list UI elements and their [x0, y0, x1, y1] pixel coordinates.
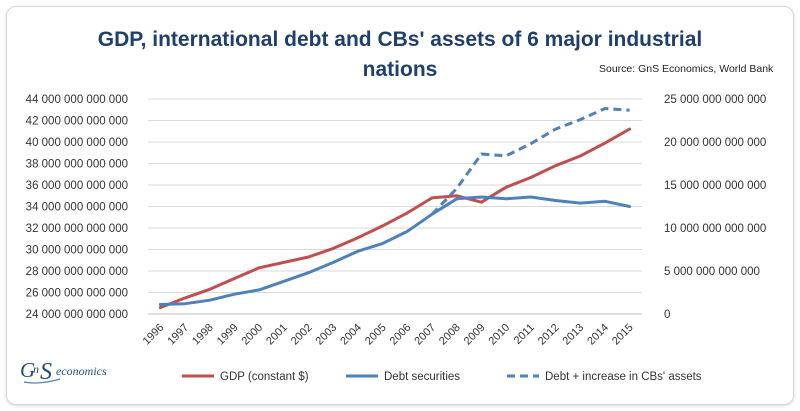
left-axis-tick-label: 44 000 000 000 000	[26, 94, 128, 106]
right-axis-tick-label: 15 000 000 000 000	[664, 180, 766, 192]
x-axis-tick-label: 2000	[239, 322, 265, 348]
chart-frame	[6, 6, 794, 405]
x-axis-tick-label: 1998	[190, 322, 216, 348]
left-axis-tick-label: 24 000 000 000 000	[26, 309, 128, 321]
left-axis-ticks: 24 000 000 000 000 26 000 000 000 000 28 0…	[26, 94, 128, 321]
left-axis-tick-label: 32 000 000 000 000	[26, 223, 128, 235]
x-axis-tick-label: 2001	[264, 322, 290, 348]
x-axis-tick-label: 2003	[314, 322, 340, 348]
left-axis-tick-label: 36 000 000 000 000	[26, 180, 128, 192]
legend: GDP (constant $) Debt securities Debt + in…	[182, 371, 702, 383]
svg-text:G: G	[20, 358, 35, 382]
right-axis-tick-label: 0	[664, 309, 670, 321]
right-axis-tick-label: 10 000 000 000 000	[664, 223, 766, 235]
left-axis-tick-label: 38 000 000 000 000	[26, 159, 128, 171]
left-axis-tick-label: 26 000 000 000 000	[26, 288, 128, 300]
x-axis-tick-label: 2014	[585, 322, 611, 348]
x-axis-tick-label: 2009	[462, 322, 488, 348]
legend-label: Debt + increase in CBs' assets	[545, 371, 702, 383]
chart-title-line2: nations	[362, 58, 438, 81]
left-axis-tick-label: 42 000 000 000 000	[26, 116, 128, 128]
x-axis-tick-label: 1999	[215, 322, 241, 348]
x-axis-tick-label: 2015	[610, 322, 636, 348]
legend-label: Debt securities	[384, 371, 460, 383]
chart-source: Source: GnS Economics, World Bank	[599, 63, 774, 75]
x-axis-tick-label: 2010	[486, 322, 512, 348]
gridlines	[148, 98, 642, 315]
x-axis-tick-label: 2011	[512, 322, 537, 347]
x-axis-tick-label: 2013	[561, 322, 587, 348]
right-axis-tick-label: 5 000 000 000 000	[664, 266, 760, 278]
x-axis-tick-label: 2007	[412, 322, 438, 348]
legend-label: GDP (constant $)	[220, 371, 309, 383]
left-axis-tick-label: 30 000 000 000 000	[26, 245, 128, 257]
svg-text:economics: economics	[56, 364, 107, 378]
series-lines	[158, 107, 632, 310]
right-axis-tick-label: 25 000 000 000 000	[664, 94, 766, 106]
x-axis-tick-label: 1997	[165, 322, 191, 348]
x-axis-ticks: 1996199719981999200020012002200320042005…	[141, 322, 636, 348]
x-axis-tick-label: 2006	[388, 322, 414, 348]
right-axis-ticks: 0 5 000 000 000 000 10 000 000 000 000 15 0…	[664, 94, 766, 321]
chart-title-line1: GDP, international debt and CBs' assets …	[97, 28, 703, 51]
x-axis-tick-label: 2012	[536, 322, 562, 348]
x-axis-tick-label: 2002	[289, 322, 315, 348]
left-axis-tick-label: 28 000 000 000 000	[26, 266, 128, 278]
x-axis-tick-label: 2004	[338, 322, 364, 348]
right-axis-tick-label: 20 000 000 000 000	[664, 137, 766, 149]
x-axis-tick-label: 2005	[363, 322, 389, 348]
series-line-1	[158, 127, 632, 310]
left-axis-tick-label: 34 000 000 000 000	[26, 202, 128, 214]
x-axis-tick-label: 2008	[437, 322, 463, 348]
x-axis-tick-label: 1996	[141, 322, 167, 348]
left-axis-tick-label: 40 000 000 000 000	[26, 137, 128, 149]
svg-text:n: n	[33, 362, 39, 376]
series-line-3	[431, 107, 630, 216]
series-line-2	[158, 195, 632, 306]
svg-text:S: S	[40, 359, 52, 385]
